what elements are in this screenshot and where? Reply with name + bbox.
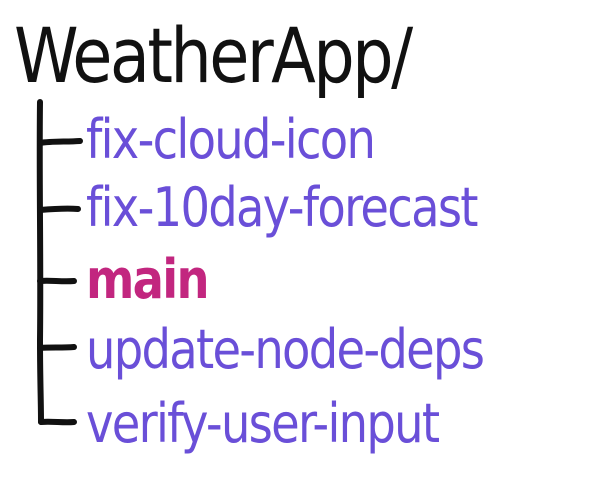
tree-tick-verify-user-input bbox=[38, 418, 77, 426]
tree-trunk-line bbox=[36, 99, 44, 425]
branch-label-verify-user-input: verify-user-input bbox=[86, 392, 440, 455]
tree-tick-fix-10day-forecast bbox=[37, 205, 81, 213]
tree-tick-update-node-deps bbox=[37, 344, 77, 351]
tree-tick-main bbox=[37, 277, 77, 285]
root-folder-label: WeatherApp/ bbox=[14, 11, 413, 100]
branch-label-update-node-deps: update-node-deps bbox=[86, 318, 485, 381]
branch-label-fix-10day-forecast: fix-10day-forecast bbox=[86, 176, 479, 239]
branch-label-main: main bbox=[86, 248, 210, 311]
branch-label-fix-cloud-icon: fix-cloud-icon bbox=[86, 108, 376, 171]
tree-tick-fix-cloud-icon bbox=[37, 138, 83, 146]
